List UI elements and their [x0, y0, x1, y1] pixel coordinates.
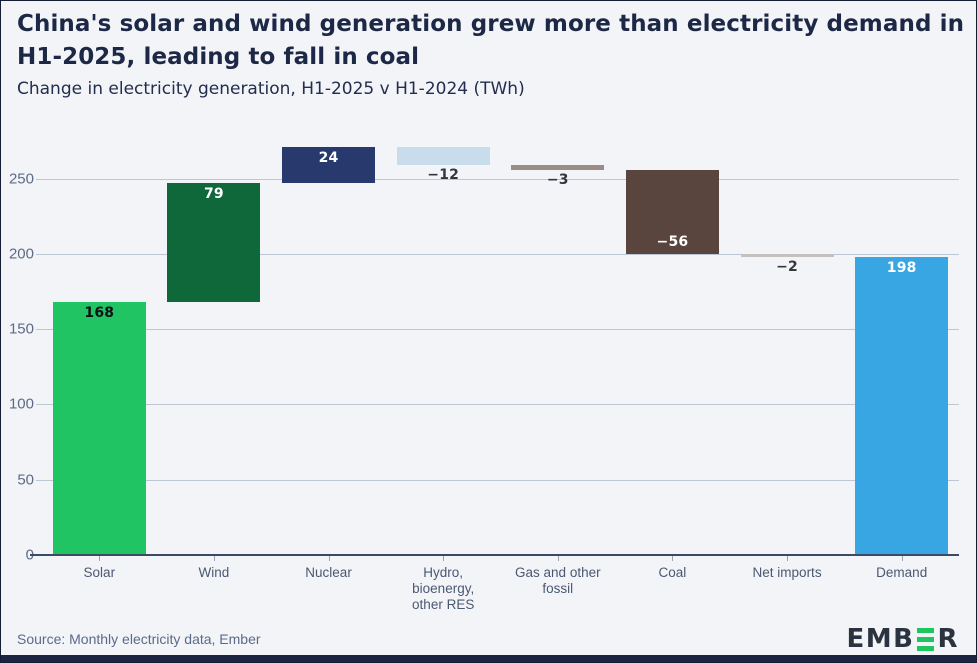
y-tick-label: 0: [1, 547, 34, 564]
gridline: [36, 253, 959, 255]
bar-wind: [167, 183, 261, 303]
bar-solar: [52, 302, 146, 555]
bar-hydro-: [396, 147, 490, 166]
bar-value-label: 198: [886, 259, 917, 276]
bar-value-label: 24: [318, 150, 339, 167]
logo-text-emb: EMB: [846, 624, 915, 654]
bar-value-label: −12: [427, 167, 460, 184]
logo-bar-segment: [917, 645, 935, 651]
logo-bar-segment: [917, 627, 935, 633]
bar-demand: [855, 256, 949, 555]
gridline: [36, 404, 959, 406]
source-caption: Source: Monthly electricity data, Ember: [17, 631, 261, 647]
gridline: [36, 178, 959, 180]
x-axis-label: Wind: [198, 565, 230, 580]
x-axis-label: Nuclear: [305, 565, 352, 580]
bar-value-label: 79: [203, 186, 224, 203]
x-axis-label: Solar: [83, 565, 116, 580]
logo-text-r: R: [937, 624, 959, 654]
gridline: [36, 329, 959, 331]
y-tick-label: 50: [17, 471, 34, 489]
bar-net-imports: [740, 253, 834, 257]
logo-bar-segment: [917, 636, 935, 642]
bar-value-label: −56: [656, 233, 689, 250]
x-tick: [443, 555, 445, 561]
x-tick: [213, 555, 215, 561]
y-tick-label: 100: [8, 395, 34, 413]
x-tick: [672, 555, 674, 561]
x-tick: [557, 555, 559, 561]
x-axis-label: Coal: [658, 565, 687, 580]
bar-coal: [625, 169, 719, 254]
bar-nuclear: [282, 147, 376, 184]
bar-gas-and-other: [511, 165, 605, 170]
x-tick: [901, 555, 903, 561]
bar-value-label: −2: [776, 258, 798, 275]
bar-value-label: 168: [84, 305, 115, 322]
waterfall-plot-area: 050100150200250168Solar79Wind24Nuclear−1…: [9, 141, 959, 612]
x-axis-label: Hydro, bioenergy, other RES: [412, 565, 475, 612]
y-tick-label: 150: [8, 320, 34, 338]
x-axis-label: Net imports: [752, 565, 822, 580]
ember-logo: EMB R: [847, 624, 959, 654]
x-axis-label: Gas and other fossil: [515, 565, 601, 596]
x-tick: [787, 555, 789, 561]
gridline: [36, 479, 959, 481]
bottom-accent-bar: [1, 655, 976, 662]
zero-axis-line: [30, 554, 959, 556]
y-tick-label: 250: [8, 170, 34, 188]
x-tick: [328, 555, 330, 561]
x-axis-label: Demand: [876, 565, 928, 580]
chart-subtitle: Change in electricity generation, H1-202…: [17, 79, 525, 99]
ember-green-bars-e-icon: [917, 626, 935, 653]
bar-value-label: −3: [546, 171, 569, 188]
x-tick: [99, 555, 101, 561]
y-tick-label: 200: [8, 245, 34, 263]
chart-title: China's solar and wind generation grew m…: [17, 11, 965, 70]
